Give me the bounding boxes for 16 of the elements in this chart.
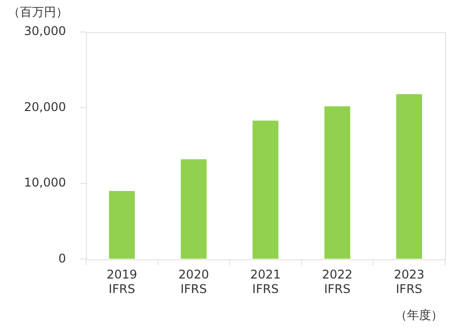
y-tick-label: 10,000 — [24, 176, 66, 190]
x-tick-label: 2020 IFRS — [178, 268, 209, 296]
x-tick-label: 2022 IFRS — [322, 268, 353, 296]
bar — [252, 120, 278, 259]
y-axis-title: （百万円） — [8, 4, 68, 21]
x-tick-label: 2019 IFRS — [106, 268, 138, 296]
x-axis-title: （年度） — [395, 307, 443, 324]
bar — [180, 159, 207, 259]
bar — [324, 106, 350, 259]
y-tick-label: 20,000 — [24, 100, 66, 114]
x-tick-label: 2021 IFRS — [250, 268, 281, 296]
bar — [108, 191, 135, 259]
y-tick-label: 30,000 — [24, 24, 66, 38]
bar — [396, 94, 422, 259]
y-tick-label: 0 — [58, 251, 66, 266]
x-tick-label: 2023 IFRS — [394, 268, 424, 296]
